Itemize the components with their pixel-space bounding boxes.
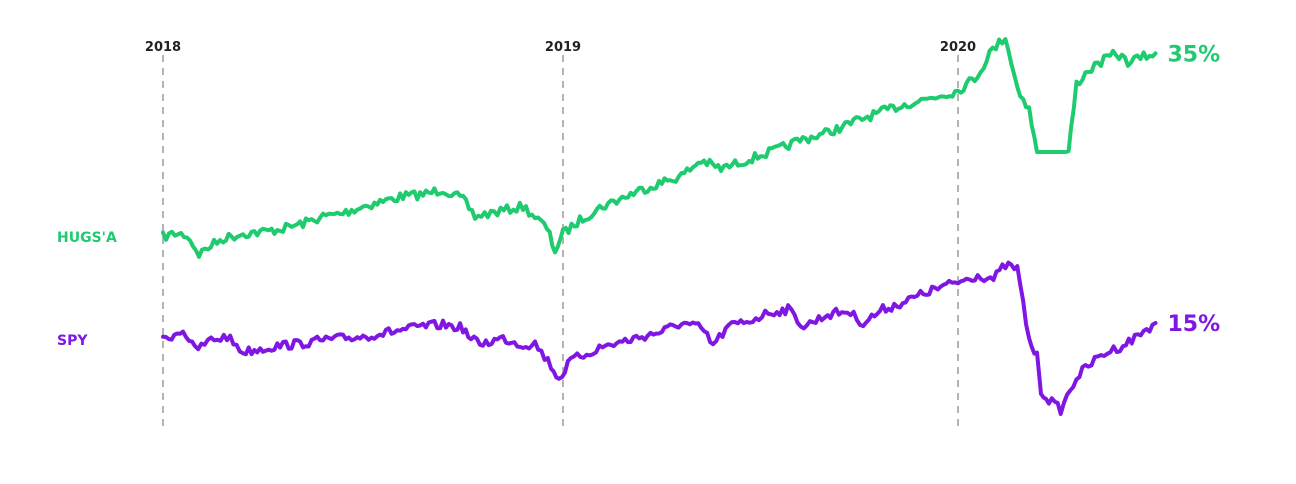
series-line-spy [161, 260, 1158, 416]
year-tick-labels: 2018 2019 2020 [145, 40, 976, 55]
series-lines [161, 37, 1158, 416]
series-label-spy: SPY [57, 333, 88, 349]
end-value-spy: 15% [1168, 312, 1221, 337]
x-tick-2018: 2018 [145, 40, 181, 55]
series-label-hugsa: HUGS'A [57, 230, 117, 246]
end-value-hugsa: 35% [1168, 42, 1221, 67]
series-line-hugsa [161, 37, 1158, 259]
series-labels: HUGS'A 35% SPY 15% [57, 42, 1220, 349]
year-gridlines [162, 55, 959, 428]
x-tick-2020: 2020 [940, 40, 976, 55]
x-tick-2019: 2019 [545, 40, 581, 55]
